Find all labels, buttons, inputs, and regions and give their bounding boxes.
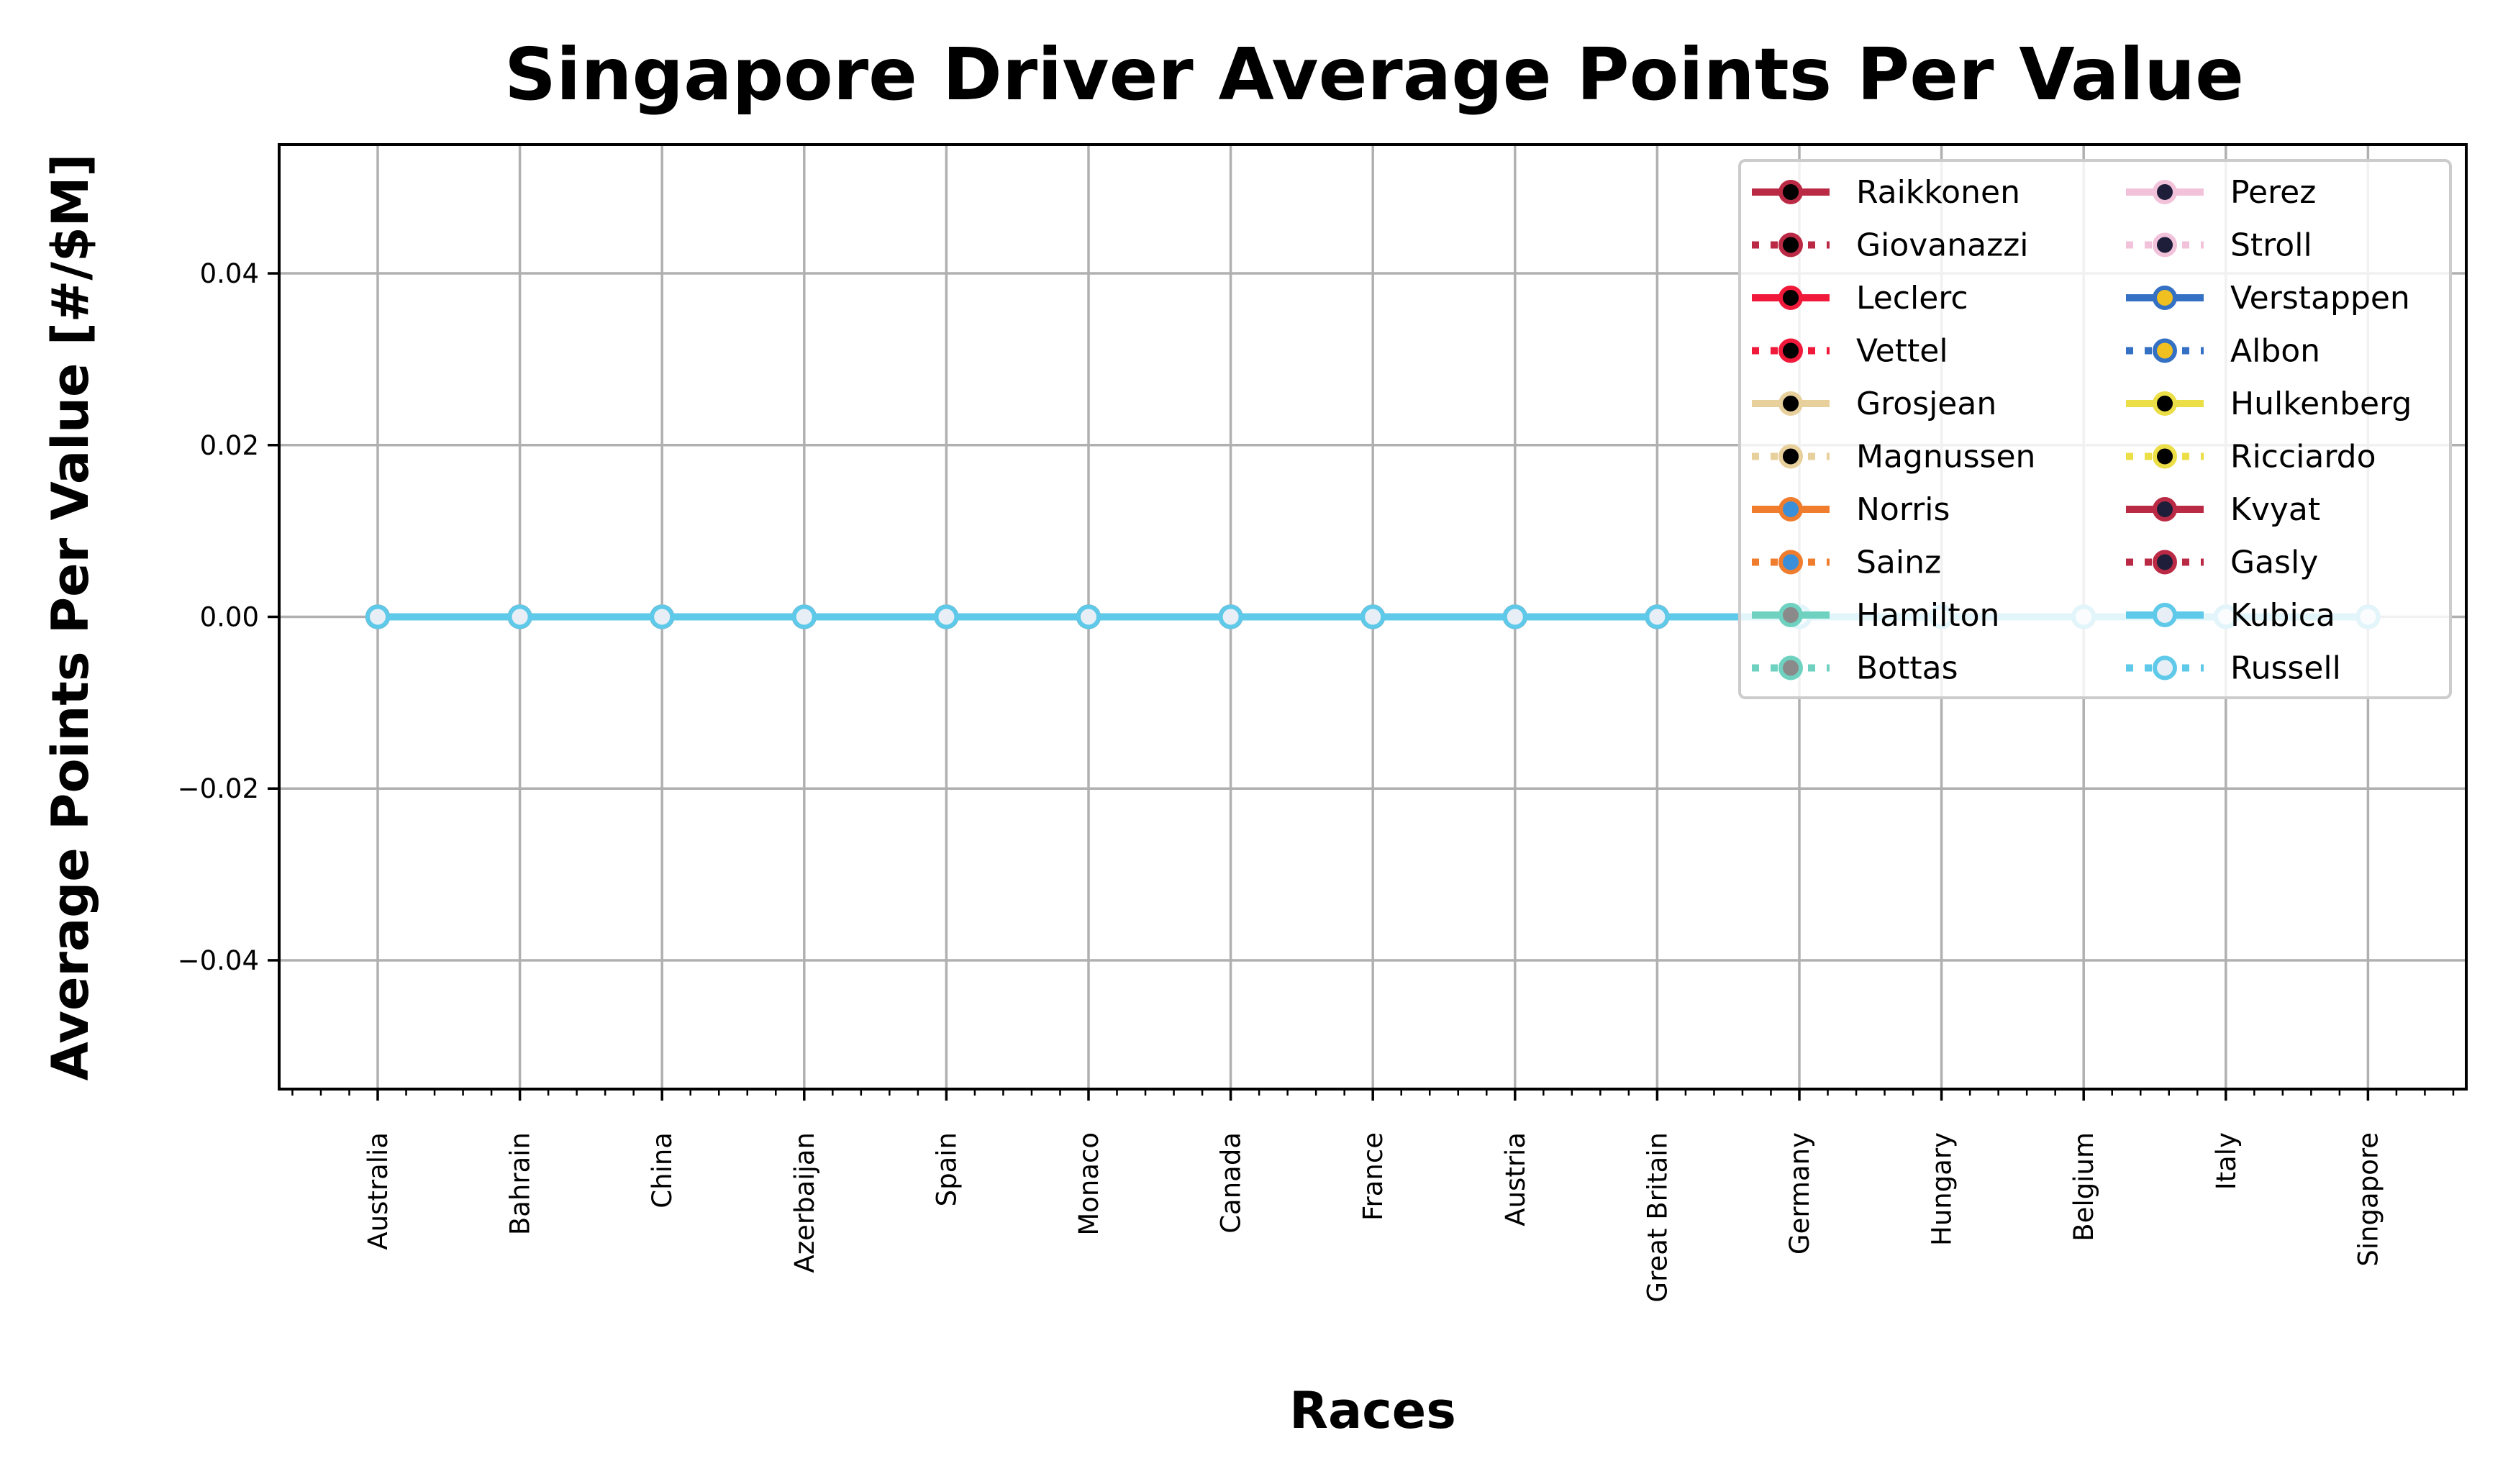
legend-label: Albon <box>2230 333 2320 370</box>
legend-label: Bottas <box>1856 650 1958 687</box>
legend-marker <box>2153 338 2177 363</box>
legend-item-grosjean: Grosjean <box>1752 386 1996 422</box>
legend-item-albon: Albon <box>2126 333 2320 370</box>
legend-label: Sainz <box>1856 545 1941 581</box>
y-tick-label: 0.02 <box>200 430 259 461</box>
x-tick-label: Austria <box>1500 1132 1531 1226</box>
legend-marker <box>1778 391 1803 416</box>
legend-item-giovanazzi: Giovanazzi <box>1752 227 2029 264</box>
y-tick-label: 0.00 <box>200 602 259 633</box>
legend-item-sainz: Sainz <box>1752 545 1941 581</box>
legend: Raikkonen Giovanazzi Leclerc Vettel Grosjean… <box>1738 159 2452 699</box>
legend-item-hulkenberg: Hulkenberg <box>2126 386 2412 422</box>
legend-item-stroll: Stroll <box>2126 227 2312 264</box>
legend-label: Vettel <box>1856 333 1948 370</box>
legend-label: Raikkonen <box>1856 174 2020 211</box>
legend-label: Magnussen <box>1856 439 2035 475</box>
legend-frame <box>1738 159 2452 699</box>
legend-item-kvyat: Kvyat <box>2126 491 2320 528</box>
chart-title: Singapore Driver Average Points Per Valu… <box>504 32 2244 117</box>
legend-marker <box>2153 603 2177 627</box>
y-axis-label: Average Points Per Value [#/$M] <box>41 154 100 1081</box>
legend-item-kubica: Kubica <box>2126 597 2335 634</box>
legend-marker <box>2153 550 2177 575</box>
x-tick-label: Italy <box>2211 1132 2242 1190</box>
legend-label: Ricciardo <box>2230 439 2376 475</box>
legend-item-russell: Russell <box>2126 650 2341 687</box>
legend-label: Stroll <box>2230 227 2312 264</box>
legend-label: Giovanazzi <box>1856 227 2029 264</box>
x-tick-label: Belgium <box>2068 1132 2099 1242</box>
legend-marker <box>2153 391 2177 416</box>
legend-label: Norris <box>1856 491 1950 528</box>
axis-ticks: Australia Bahrain China Azerbaijan Spain Mona… <box>178 258 2455 1303</box>
y-tick-label: −0.04 <box>178 945 259 976</box>
legend-label: Kubica <box>2230 597 2335 634</box>
data-point <box>650 604 675 629</box>
legend-marker <box>1778 444 1803 469</box>
legend-item-ricciardo: Ricciardo <box>2126 439 2376 475</box>
x-tick-label: Singapore <box>2353 1132 2384 1267</box>
legend-marker <box>2153 497 2177 522</box>
legend-marker <box>1778 655 1803 680</box>
legend-item-magnussen: Magnussen <box>1752 439 2035 475</box>
x-tick-label: Canada <box>1216 1132 1247 1234</box>
x-tick-label: Germany <box>1784 1132 1815 1255</box>
legend-label: Kvyat <box>2230 491 2320 528</box>
legend-marker <box>1778 180 1803 204</box>
x-tick-label: China <box>647 1132 678 1208</box>
legend-label: Hamilton <box>1856 597 1999 634</box>
legend-item-norris: Norris <box>1752 491 1950 528</box>
data-point <box>1502 604 1527 629</box>
legend-marker <box>2153 444 2177 469</box>
legend-label: Hulkenberg <box>2230 386 2412 422</box>
x-tick-label: Azerbaijan <box>789 1132 820 1273</box>
data-point <box>934 604 959 629</box>
data-point <box>1076 604 1101 629</box>
legend-item-bottas: Bottas <box>1752 650 1958 687</box>
legend-label: Gasly <box>2230 545 2318 581</box>
legend-item-leclerc: Leclerc <box>1752 280 1968 317</box>
legend-item-raikkonen: Raikkonen <box>1752 174 2020 211</box>
legend-entries: Raikkonen Giovanazzi Leclerc Vettel Grosjean… <box>1752 174 2412 687</box>
series-layer <box>365 604 2381 629</box>
legend-item-vettel: Vettel <box>1752 333 1948 370</box>
legend-marker <box>1778 497 1803 522</box>
legend-marker <box>1778 286 1803 310</box>
x-tick-label: Spain <box>931 1132 962 1206</box>
legend-item-perez: Perez <box>2126 174 2316 211</box>
legend-item-hamilton: Hamilton <box>1752 597 1999 634</box>
legend-label: Grosjean <box>1856 386 1996 422</box>
data-point <box>1218 604 1243 629</box>
x-tick-label: Hungary <box>1927 1132 1958 1246</box>
x-tick-label: Bahrain <box>505 1132 536 1235</box>
legend-label: Leclerc <box>1856 280 1968 317</box>
x-tick-label: Monaco <box>1073 1132 1104 1236</box>
data-point <box>791 604 817 629</box>
legend-marker <box>2153 655 2177 680</box>
data-point <box>365 604 390 629</box>
legend-marker <box>1778 550 1803 575</box>
data-point <box>1360 604 1386 629</box>
legend-label: Verstappen <box>2230 280 2410 317</box>
legend-marker <box>1778 603 1803 627</box>
legend-marker <box>2153 232 2177 258</box>
legend-item-gasly: Gasly <box>2126 545 2318 581</box>
legend-marker <box>2153 286 2177 310</box>
legend-label: Russell <box>2230 650 2341 687</box>
data-point <box>507 604 532 629</box>
x-tick-label: Great Britain <box>1642 1132 1673 1303</box>
data-point <box>1645 604 1670 629</box>
x-tick-label: Australia <box>363 1132 394 1250</box>
legend-marker <box>1778 232 1803 258</box>
x-tick-label: France <box>1358 1132 1389 1221</box>
y-tick-label: −0.02 <box>178 773 259 804</box>
legend-item-verstappen: Verstappen <box>2126 280 2410 317</box>
legend-label: Perez <box>2230 174 2316 211</box>
x-axis-label: Races <box>1289 1381 1456 1440</box>
legend-marker <box>2153 180 2177 204</box>
legend-marker <box>1778 338 1803 363</box>
y-tick-label: 0.04 <box>200 258 259 289</box>
